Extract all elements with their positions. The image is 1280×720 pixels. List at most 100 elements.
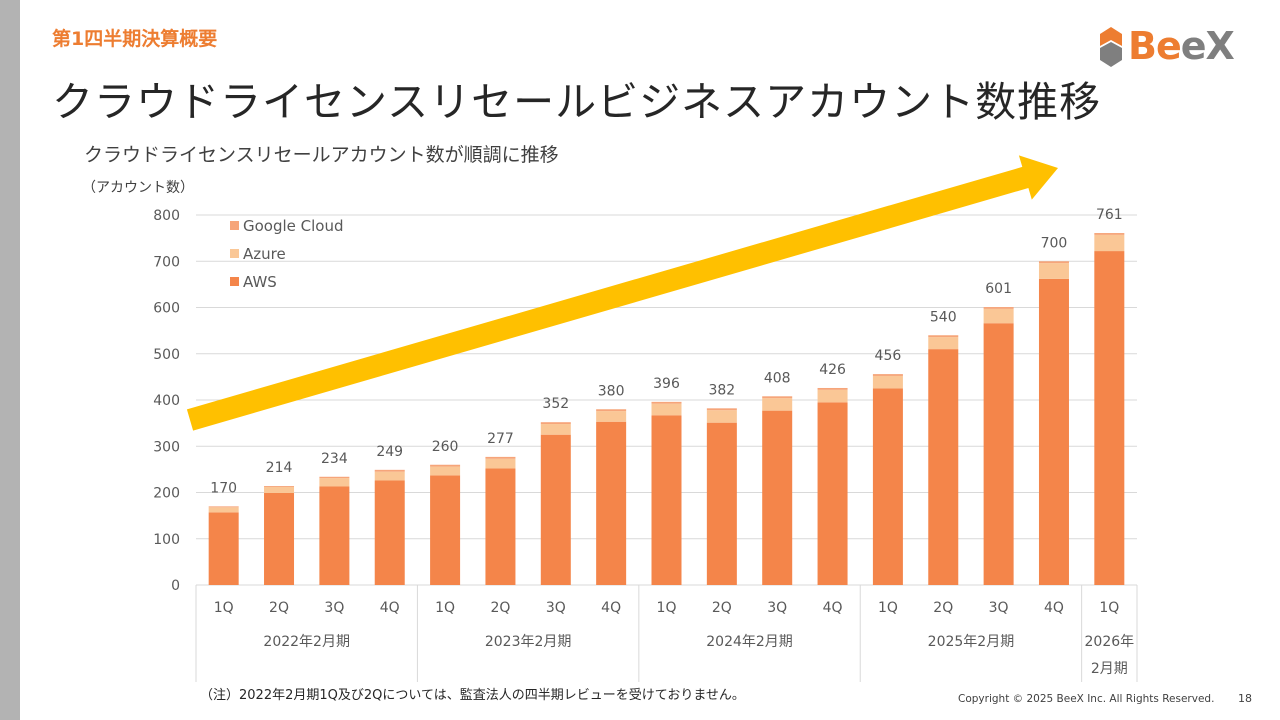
x-tick-label: 4Q: [823, 600, 843, 616]
x-tick-label: 2Q: [269, 600, 289, 616]
bar-total-label: 170: [210, 480, 237, 496]
bar-total-label: 540: [930, 309, 957, 325]
bar-total-label: 396: [653, 376, 680, 392]
footnote: （注）2022年2月期1Q及び2Qについては、監査法人の四半期レビューを受けてお…: [200, 688, 745, 703]
bar-segment: [817, 387, 848, 390]
x-tick-label: 4Q: [1044, 600, 1064, 616]
bar-segment: [596, 409, 627, 412]
x-tick-label: 3Q: [546, 600, 566, 616]
x-tick-label: 3Q: [324, 600, 344, 616]
bar-segment: [596, 421, 627, 585]
bar-segment: [374, 471, 405, 481]
bar-segment: [983, 323, 1014, 585]
bar-total-label: 260: [432, 439, 459, 455]
bar-total-label: 761: [1096, 207, 1123, 223]
x-group-label: 2023年2月期: [485, 634, 572, 650]
bar-segment: [264, 486, 295, 493]
y-tick-label: 200: [153, 486, 180, 502]
bar-segment: [651, 415, 682, 585]
bar-segment: [208, 512, 239, 585]
bar-segment: [983, 308, 1014, 324]
bars: [208, 233, 1125, 585]
bar-total-label: 408: [764, 370, 791, 386]
chart-subtitle: クラウドライセンスリセールアカウント数が順調に推移: [84, 144, 559, 166]
x-group-label: 2026年: [1085, 634, 1135, 650]
bar-segment: [319, 478, 350, 487]
bar-segment: [706, 410, 737, 423]
bar-segment: [1094, 251, 1125, 585]
bar-segment: [540, 424, 571, 435]
grid-lines: [195, 214, 1138, 682]
bar-segment: [872, 388, 903, 585]
legend-label: Azure: [243, 245, 286, 263]
x-group-label: 2024年2月期: [706, 634, 793, 650]
bar-total-label: 352: [542, 396, 569, 412]
bar-segment: [540, 422, 571, 425]
legend-swatch: [230, 277, 239, 286]
bar-segment: [706, 408, 737, 411]
bar-segment: [430, 475, 461, 585]
y-tick-label: 800: [153, 208, 180, 224]
bar-segment: [1038, 263, 1069, 279]
bar-total-label: 214: [266, 460, 293, 476]
section-label: 第1四半期決算概要: [52, 28, 218, 50]
bar-segment: [928, 337, 959, 350]
bar-total-label: 380: [598, 383, 625, 399]
bar-segment: [485, 456, 516, 459]
x-group-label: 2022年2月期: [263, 634, 350, 650]
y-tick-label: 500: [153, 347, 180, 363]
y-tick-label: 700: [153, 254, 180, 270]
x-tick-label: 1Q: [878, 600, 898, 616]
trend-arrow: [186, 155, 1058, 431]
bar-segment: [430, 466, 461, 476]
bar-segment: [485, 458, 516, 469]
bar-total-label: 382: [708, 382, 735, 398]
x-tick-label: 2Q: [712, 600, 732, 616]
bar-total-label: 249: [376, 444, 403, 460]
y-tick-label: 400: [153, 393, 180, 409]
bar-total-label: 234: [321, 451, 348, 467]
bar-segment: [817, 402, 848, 585]
bar-total-label: 700: [1041, 235, 1068, 251]
x-tick-label: 1Q: [435, 600, 455, 616]
bar-segment: [485, 468, 516, 585]
bar-total-label: 456: [875, 348, 902, 364]
y-tick-label: 0: [171, 578, 180, 594]
trend-arrow-shape: [186, 155, 1058, 431]
x-tick-label: 4Q: [601, 600, 621, 616]
page-title: クラウドライセンスリセールビジネスアカウント数推移: [52, 78, 1102, 126]
x-tick-label: 1Q: [1099, 600, 1119, 616]
bar-segment: [706, 422, 737, 585]
bar-total-label: 277: [487, 431, 514, 447]
bar-segment: [983, 307, 1014, 309]
bar-segment: [596, 411, 627, 422]
x-group-label-cont: 2月期: [1091, 661, 1128, 677]
bar-segment: [928, 335, 959, 338]
bar-segment: [872, 374, 903, 376]
bar-segment: [208, 507, 239, 513]
bar-total-label: 601: [985, 281, 1012, 297]
bar-segment: [264, 492, 295, 585]
x-tick-label: 2Q: [933, 600, 953, 616]
labels: （アカウント数） 0 100 200 300 400 500 600 700 800 170 214 2…: [82, 180, 1134, 677]
bar-segment: [817, 389, 848, 403]
y-axis-label: （アカウント数）: [82, 180, 194, 196]
bar-segment: [1038, 261, 1069, 264]
bar-segment: [374, 480, 405, 585]
bar-segment: [651, 403, 682, 416]
x-tick-label: 3Q: [767, 600, 787, 616]
legend: Google Cloud Azure AWS: [230, 217, 344, 291]
bar-segment: [540, 434, 571, 585]
bar-segment: [872, 375, 903, 389]
legend-swatch: [230, 221, 239, 230]
bar-segment: [928, 349, 959, 585]
bar-segment: [1094, 233, 1125, 235]
legend-label: AWS: [243, 273, 277, 291]
bar-segment: [651, 401, 682, 404]
logo-mark-accent: eX: [1180, 24, 1235, 68]
y-tick-label: 600: [153, 301, 180, 317]
x-tick-label: 1Q: [657, 600, 677, 616]
x-tick-label: 3Q: [989, 600, 1009, 616]
